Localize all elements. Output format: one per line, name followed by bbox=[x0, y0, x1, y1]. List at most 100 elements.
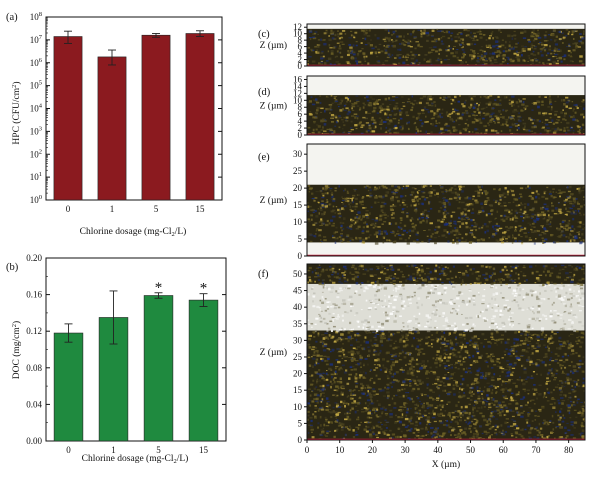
speckle bbox=[360, 126, 364, 128]
speckle bbox=[439, 184, 442, 187]
speckle bbox=[320, 60, 323, 62]
speckle bbox=[399, 113, 402, 116]
speckle bbox=[515, 110, 519, 113]
speckle bbox=[494, 115, 498, 117]
speckle bbox=[470, 395, 474, 397]
speckle bbox=[316, 45, 320, 48]
speckle bbox=[452, 48, 455, 50]
speckle bbox=[394, 30, 397, 32]
speckle bbox=[536, 373, 538, 376]
speckle bbox=[327, 50, 330, 53]
speckle bbox=[487, 103, 491, 106]
speckle bbox=[485, 372, 488, 375]
speckle bbox=[583, 204, 585, 206]
speckle bbox=[338, 126, 341, 129]
speckle bbox=[474, 190, 479, 192]
speckle bbox=[323, 343, 328, 346]
speckle bbox=[377, 403, 381, 406]
speckle bbox=[484, 191, 489, 194]
speckle bbox=[515, 407, 519, 410]
speckle bbox=[563, 385, 566, 388]
speckle bbox=[432, 409, 435, 412]
speckle bbox=[552, 191, 555, 193]
speckle bbox=[307, 402, 311, 405]
speckle bbox=[448, 232, 451, 235]
speckle bbox=[479, 390, 484, 393]
speckle bbox=[434, 112, 438, 115]
speckle bbox=[429, 207, 433, 210]
speckle bbox=[413, 204, 417, 207]
speckle bbox=[334, 99, 338, 101]
speckle bbox=[526, 333, 529, 337]
speckle bbox=[524, 428, 527, 431]
speckle bbox=[344, 360, 347, 362]
speckle bbox=[573, 201, 576, 204]
speckle bbox=[403, 40, 407, 43]
speckle bbox=[545, 382, 548, 385]
speckle bbox=[311, 390, 313, 393]
speckle bbox=[365, 55, 368, 58]
speckle bbox=[409, 382, 412, 385]
speckle bbox=[426, 132, 431, 135]
speckle bbox=[391, 437, 394, 439]
speckle bbox=[322, 427, 325, 429]
speckle bbox=[370, 38, 372, 42]
speckle bbox=[416, 191, 419, 193]
speckle bbox=[398, 43, 403, 45]
speckle bbox=[516, 344, 519, 347]
speckle bbox=[563, 58, 566, 61]
speckle bbox=[541, 100, 544, 104]
speckle bbox=[467, 204, 470, 207]
speckle bbox=[323, 120, 327, 122]
speckle bbox=[334, 187, 338, 190]
speckle bbox=[547, 106, 551, 108]
speckle bbox=[414, 47, 417, 50]
speckle bbox=[493, 403, 496, 407]
speckle bbox=[517, 118, 520, 121]
speckle bbox=[364, 421, 367, 424]
speckle bbox=[362, 207, 366, 209]
speckle bbox=[401, 336, 405, 338]
speckle bbox=[311, 60, 316, 63]
speckle bbox=[421, 213, 425, 215]
speckle bbox=[557, 227, 561, 231]
speckle bbox=[501, 369, 505, 371]
speckle bbox=[558, 402, 561, 405]
speckle bbox=[555, 426, 559, 428]
speckle bbox=[438, 48, 442, 51]
speckle bbox=[578, 189, 582, 193]
speckle bbox=[522, 382, 526, 386]
speckle bbox=[452, 129, 456, 132]
speckle bbox=[473, 111, 476, 114]
speckle bbox=[508, 403, 512, 405]
speckle bbox=[516, 212, 519, 214]
speckle bbox=[365, 130, 369, 133]
speckle bbox=[570, 421, 574, 424]
speckle bbox=[384, 370, 388, 373]
speckle bbox=[474, 361, 477, 364]
speckle bbox=[518, 55, 521, 58]
speckle bbox=[430, 432, 433, 435]
y-tick-label: 0 bbox=[298, 251, 303, 261]
speckle bbox=[527, 203, 530, 206]
speckle bbox=[469, 49, 473, 51]
speckle bbox=[483, 50, 486, 53]
speckle bbox=[382, 62, 385, 65]
speckle bbox=[501, 60, 505, 63]
speckle bbox=[410, 51, 413, 53]
speckle bbox=[458, 201, 461, 204]
speckle bbox=[461, 190, 464, 193]
speckle bbox=[530, 46, 534, 48]
speckle bbox=[333, 95, 338, 98]
speckle bbox=[528, 41, 532, 43]
speckle bbox=[473, 117, 477, 120]
speckle bbox=[431, 188, 434, 190]
speckle bbox=[555, 227, 559, 230]
speckle bbox=[347, 395, 350, 397]
speckle bbox=[501, 39, 504, 42]
speckle bbox=[558, 435, 562, 439]
speckle bbox=[387, 29, 390, 32]
speckle bbox=[380, 109, 384, 112]
speckle bbox=[470, 383, 473, 386]
